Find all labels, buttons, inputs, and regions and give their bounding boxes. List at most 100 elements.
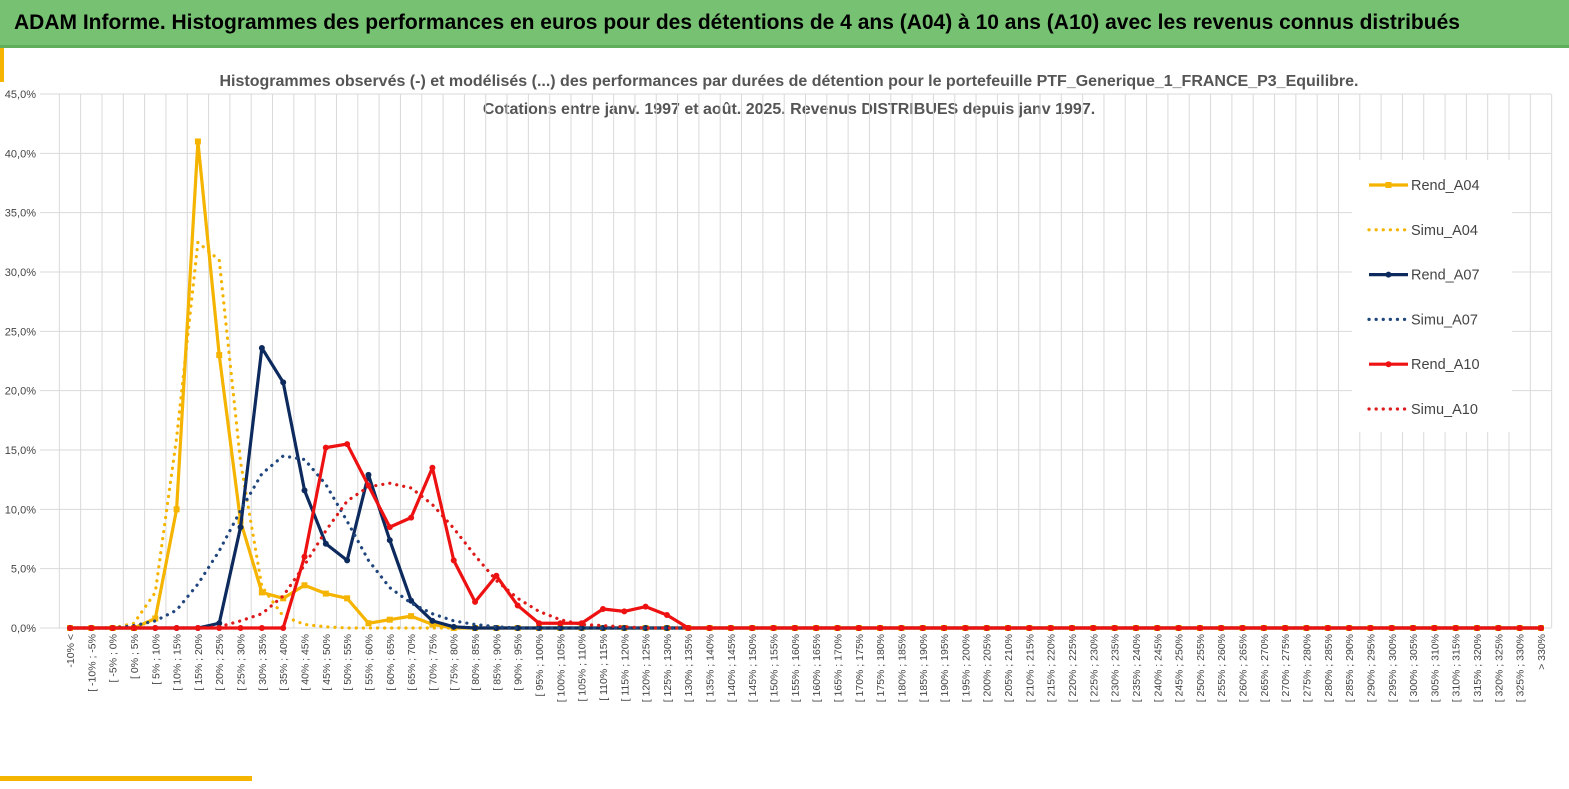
x-tick-label: [ 210% ; 215% [1024,634,1036,702]
data-point-rend_a04 [386,616,393,623]
x-tick-label: [ 50% ; 55% [342,634,354,691]
legend-label: Rend_A10 [1411,357,1480,373]
x-tick-label: [ 125% ; 130% [662,634,674,702]
x-tick-label: [ 70% ; 75% [427,634,439,691]
x-tick-label: [ 40% ; 45% [300,634,312,691]
x-tick-label: [ 60% ; 65% [385,634,397,691]
x-tick-label: [ 215% ; 220% [1046,634,1058,702]
x-tick-label: [ 250% ; 255% [1195,634,1207,702]
data-point-rend_a07 [301,487,308,494]
x-tick-label: [ 290% ; 295% [1365,634,1377,702]
data-point-rend_a07 [365,471,372,478]
y-tick-label: 30,0% [5,267,36,279]
x-tick-label: [ 325% ; 330% [1515,634,1527,702]
x-tick-label: [ 15% ; 20% [193,634,205,691]
x-tick-label: [ 20% ; 25% [214,634,226,691]
x-tick-label: [ 245% ; 250% [1174,634,1186,702]
x-tick-label: [ 240% ; 245% [1152,634,1164,702]
x-tick-label: [ 220% ; 225% [1067,634,1079,702]
x-tick-label: [ 105% ; 110% [577,634,589,702]
data-point-rend_a07 [386,537,393,544]
x-tick-label: [ 80% ; 85% [470,634,482,691]
x-tick-label: -10% < [65,634,77,668]
x-tick-label: [ 305% ; 310% [1429,634,1441,702]
legend-box [1352,160,1512,432]
data-point-rend_a07 [258,344,265,351]
x-tick-label: [ 260% ; 265% [1238,634,1250,702]
y-tick-label: 40,0% [5,148,36,160]
x-tick-label: [ 205% ; 210% [1003,634,1015,702]
chart-gridlines [40,93,1553,629]
data-point-rend_a07 [216,620,223,627]
data-point-rend_a04 [301,582,308,589]
x-tick-label: [ 110% ; 115% [598,634,610,701]
y-tick-label: 25,0% [5,326,36,338]
accent-bar-left [0,48,4,82]
x-tick-label: [ 145% ; 150% [747,634,759,702]
chart-legend: Rend_A04 Simu_A04 Rend_A07 Simu_A07 Rend_A10… [1352,160,1512,432]
x-tick-label: [ 10% ; 15% [172,634,184,691]
x-tick-label: [ 150% ; 155% [769,634,781,702]
x-tick-label: [ 225% ; 230% [1088,634,1100,702]
x-tick-label: [ 175% ; 180% [875,634,887,702]
data-point-rend_a07 [237,524,244,531]
data-point-rend_a07 [280,379,287,386]
chart-title-line-2: Cotations entre janv. 1997 et août. 2025… [483,101,1095,118]
legend-marker [1385,182,1392,188]
data-point-rend_a04 [194,138,201,145]
y-tick-label: 15,0% [5,445,36,457]
x-tick-label: [ 75% ; 80% [449,634,461,691]
x-tick-label: [ 300% ; 305% [1408,634,1420,702]
x-tick-label: [ 185% ; 190% [918,634,930,702]
data-point-rend_a04 [429,621,436,628]
y-tick-label: 45,0% [5,89,36,101]
x-tick-label: [ 165% ; 170% [832,634,844,702]
x-tick-label: [ 95% ; 100% [534,634,546,696]
x-tick-label: [ 180% ; 185% [896,634,908,702]
header-banner: ADAM Informe. Histogrammes des performan… [0,0,1569,48]
y-tick-label: 5,0% [11,564,36,576]
y-axis-tick-labels: 0,0% 5,0% 10,0% 15,0% 20,0% 25,0% 30,0% 35,0% 40… [5,89,36,635]
x-tick-label: [ 100% ; 105% [555,634,567,702]
data-point-rend_a07 [472,625,479,631]
legend-label: Simu_A07 [1411,312,1478,328]
y-tick-label: 10,0% [5,504,36,516]
data-point-rend_a07 [322,540,329,547]
x-tick-label: > 330% [1536,634,1548,670]
legend-label: Rend_A07 [1411,268,1480,284]
x-tick-label: [ -5% ; 0% [108,634,120,682]
x-tick-label: [ 320% ; 325% [1493,634,1505,702]
x-tick-label: [ 235% ; 240% [1131,634,1143,702]
x-tick-label: [ 140% ; 145% [726,634,738,702]
x-tick-label: [ 155% ; 160% [790,634,802,702]
x-tick-label: [ 65% ; 70% [406,634,418,691]
series-line-simu_a04 [68,240,1543,630]
chart-title-line-1: Histogrammes observés (-) et modélisés (… [220,73,1359,90]
x-tick-label: [ 90% ; 95% [513,634,525,691]
x-axis-tick-labels: -10% < [ -10% ; -5% [ -5% ; 0% [ 0% ; 5% [ 5… [65,634,1548,702]
x-tick-label: [ 5% ; 10% [150,634,162,685]
x-tick-label: [ 160% ; 165% [811,634,823,702]
data-point-rend_a07 [408,597,415,604]
y-tick-label: 35,0% [5,208,36,220]
legend-label: Simu_A10 [1411,402,1478,418]
x-tick-label: [ 190% ; 195% [939,634,951,702]
legend-label: Rend_A04 [1411,178,1480,194]
x-tick-label: [ 200% ; 205% [982,634,994,702]
legend-label: Simu_A04 [1411,223,1478,239]
legend-marker [1385,271,1392,278]
x-tick-label: [ 30% ; 35% [257,634,269,691]
x-tick-label: [ 135% ; 140% [705,634,717,702]
x-tick-label: [ 275% ; 280% [1301,634,1313,702]
y-tick-label: 20,0% [5,386,36,398]
data-point-rend_a04 [280,595,287,602]
x-tick-label: [ 230% ; 235% [1110,634,1122,702]
x-tick-label: [ 85% ; 90% [491,634,503,691]
x-tick-label: [ 265% ; 270% [1259,634,1271,702]
data-point-rend_a04 [173,506,180,513]
chart-series [67,138,1544,631]
x-tick-label: [ -10% ; -5% [86,634,98,692]
data-point-rend_a07 [450,623,457,630]
series-line-rend_a10 [70,442,1541,630]
page-title: ADAM Informe. Histogrammes des performan… [14,11,1460,34]
